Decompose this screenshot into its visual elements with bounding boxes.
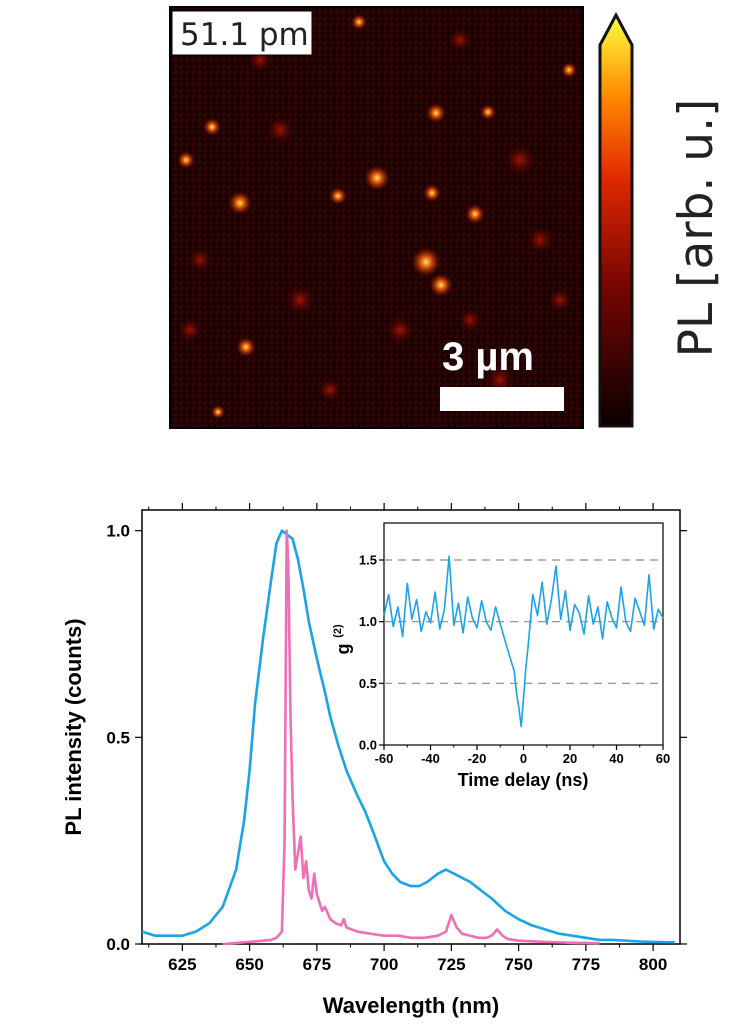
x-tick-label: -40: [421, 751, 440, 766]
dim-spot: [188, 248, 212, 272]
x-tick-label: 0: [520, 751, 527, 766]
dim-spot: [386, 316, 414, 344]
emitter-spots: [177, 14, 577, 419]
bright-spot: [426, 103, 446, 123]
dim-spot: [548, 288, 572, 312]
y-tick-label: 1.5: [359, 553, 377, 568]
x-tick-label: 675: [303, 955, 331, 974]
bright-spot: [411, 247, 441, 277]
g2-inset-frame: [383, 522, 664, 746]
bright-spot: [465, 204, 485, 224]
series-line: [222, 529, 600, 946]
x-tick-label: 20: [563, 751, 577, 766]
dim-spot: [285, 285, 315, 315]
x-tick-label: 775: [572, 955, 600, 974]
spectrum-series: [141, 529, 675, 946]
x-tick-label: 750: [504, 955, 532, 974]
g2-inset: -60 -40 -20 0 20 40 60 0.0 0.5 1.0 1.5 Time delay …: [332, 522, 670, 790]
bright-spot: [211, 405, 225, 419]
pl-map-image: [169, 6, 584, 429]
bright-spot: [561, 62, 577, 78]
y-tick-label: 0.0: [106, 935, 130, 954]
x-tick-label: 60: [656, 751, 670, 766]
spectrum-plot-frame: [141, 509, 681, 945]
dim-spot: [448, 28, 472, 52]
x-tick-label: 725: [437, 955, 465, 974]
dim-spot: [178, 318, 202, 342]
bright-spot: [236, 337, 256, 357]
bright-spot: [364, 165, 390, 191]
y-tick-label: 0.5: [106, 728, 130, 747]
x-tick-label: -60: [375, 751, 394, 766]
dim-spot: [504, 144, 536, 176]
colorbar: PL [arb. u.]: [598, 11, 724, 428]
x-tick-label: 700: [370, 955, 398, 974]
x-tick-label: 800: [639, 955, 667, 974]
y-tick-label: 0.5: [359, 676, 377, 691]
dim-spot: [526, 226, 554, 254]
dim-spot: [318, 378, 342, 402]
spectrum-plot: 625 650 675 700 725 750 775 800 0.0 0.5 1.0 Wavele…: [61, 503, 687, 1018]
g2-y-axis-superscript: (2): [332, 624, 344, 638]
dim-spot: [458, 308, 482, 332]
bright-spot: [351, 14, 367, 30]
pl-map: 51.1 pm 3 µm: [169, 6, 584, 429]
x-tick-label: -20: [468, 751, 487, 766]
bright-spot: [203, 118, 221, 136]
x-tick-label: 650: [235, 955, 263, 974]
g2-x-axis-label: Time delay (ns): [458, 770, 589, 790]
x-tick-label: 40: [609, 751, 623, 766]
spectrum-y-axis-label: PL intensity (counts): [61, 618, 86, 835]
bright-spot: [423, 184, 441, 202]
bright-spot: [429, 273, 453, 297]
bright-spot: [177, 151, 195, 169]
series-line: [141, 529, 675, 944]
bright-spot: [228, 191, 252, 215]
scale-bar-label: 3 µm: [442, 335, 534, 379]
y-tick-label: 1.0: [106, 522, 130, 541]
colorbar-label: PL [arb. u.]: [669, 99, 724, 358]
bright-spot: [329, 187, 347, 205]
bright-spot: [480, 104, 496, 120]
g2-axis-ticks: -60 -40 -20 0 20 40 60 0.0 0.5 1.0 1.5: [359, 553, 670, 766]
y-tick-label: 1.0: [359, 614, 377, 629]
spectrum-axis-ticks: 625 650 675 700 725 750 775 800 0.0 0.5 1.0: [106, 503, 687, 974]
g2-series: [383, 555, 664, 728]
scale-bar: [440, 387, 564, 411]
map-label-box: [171, 10, 313, 56]
y-tick-label: 0.0: [359, 738, 377, 753]
g2-y-axis-label: g: [333, 644, 353, 655]
series-line: [383, 555, 664, 728]
x-tick-label: 625: [168, 955, 196, 974]
map-label: 51.1 pm: [180, 17, 309, 53]
colorbar-gradient: [598, 11, 634, 428]
dim-spot: [266, 116, 294, 144]
spectrum-x-axis-label: Wavelength (nm): [323, 993, 499, 1018]
